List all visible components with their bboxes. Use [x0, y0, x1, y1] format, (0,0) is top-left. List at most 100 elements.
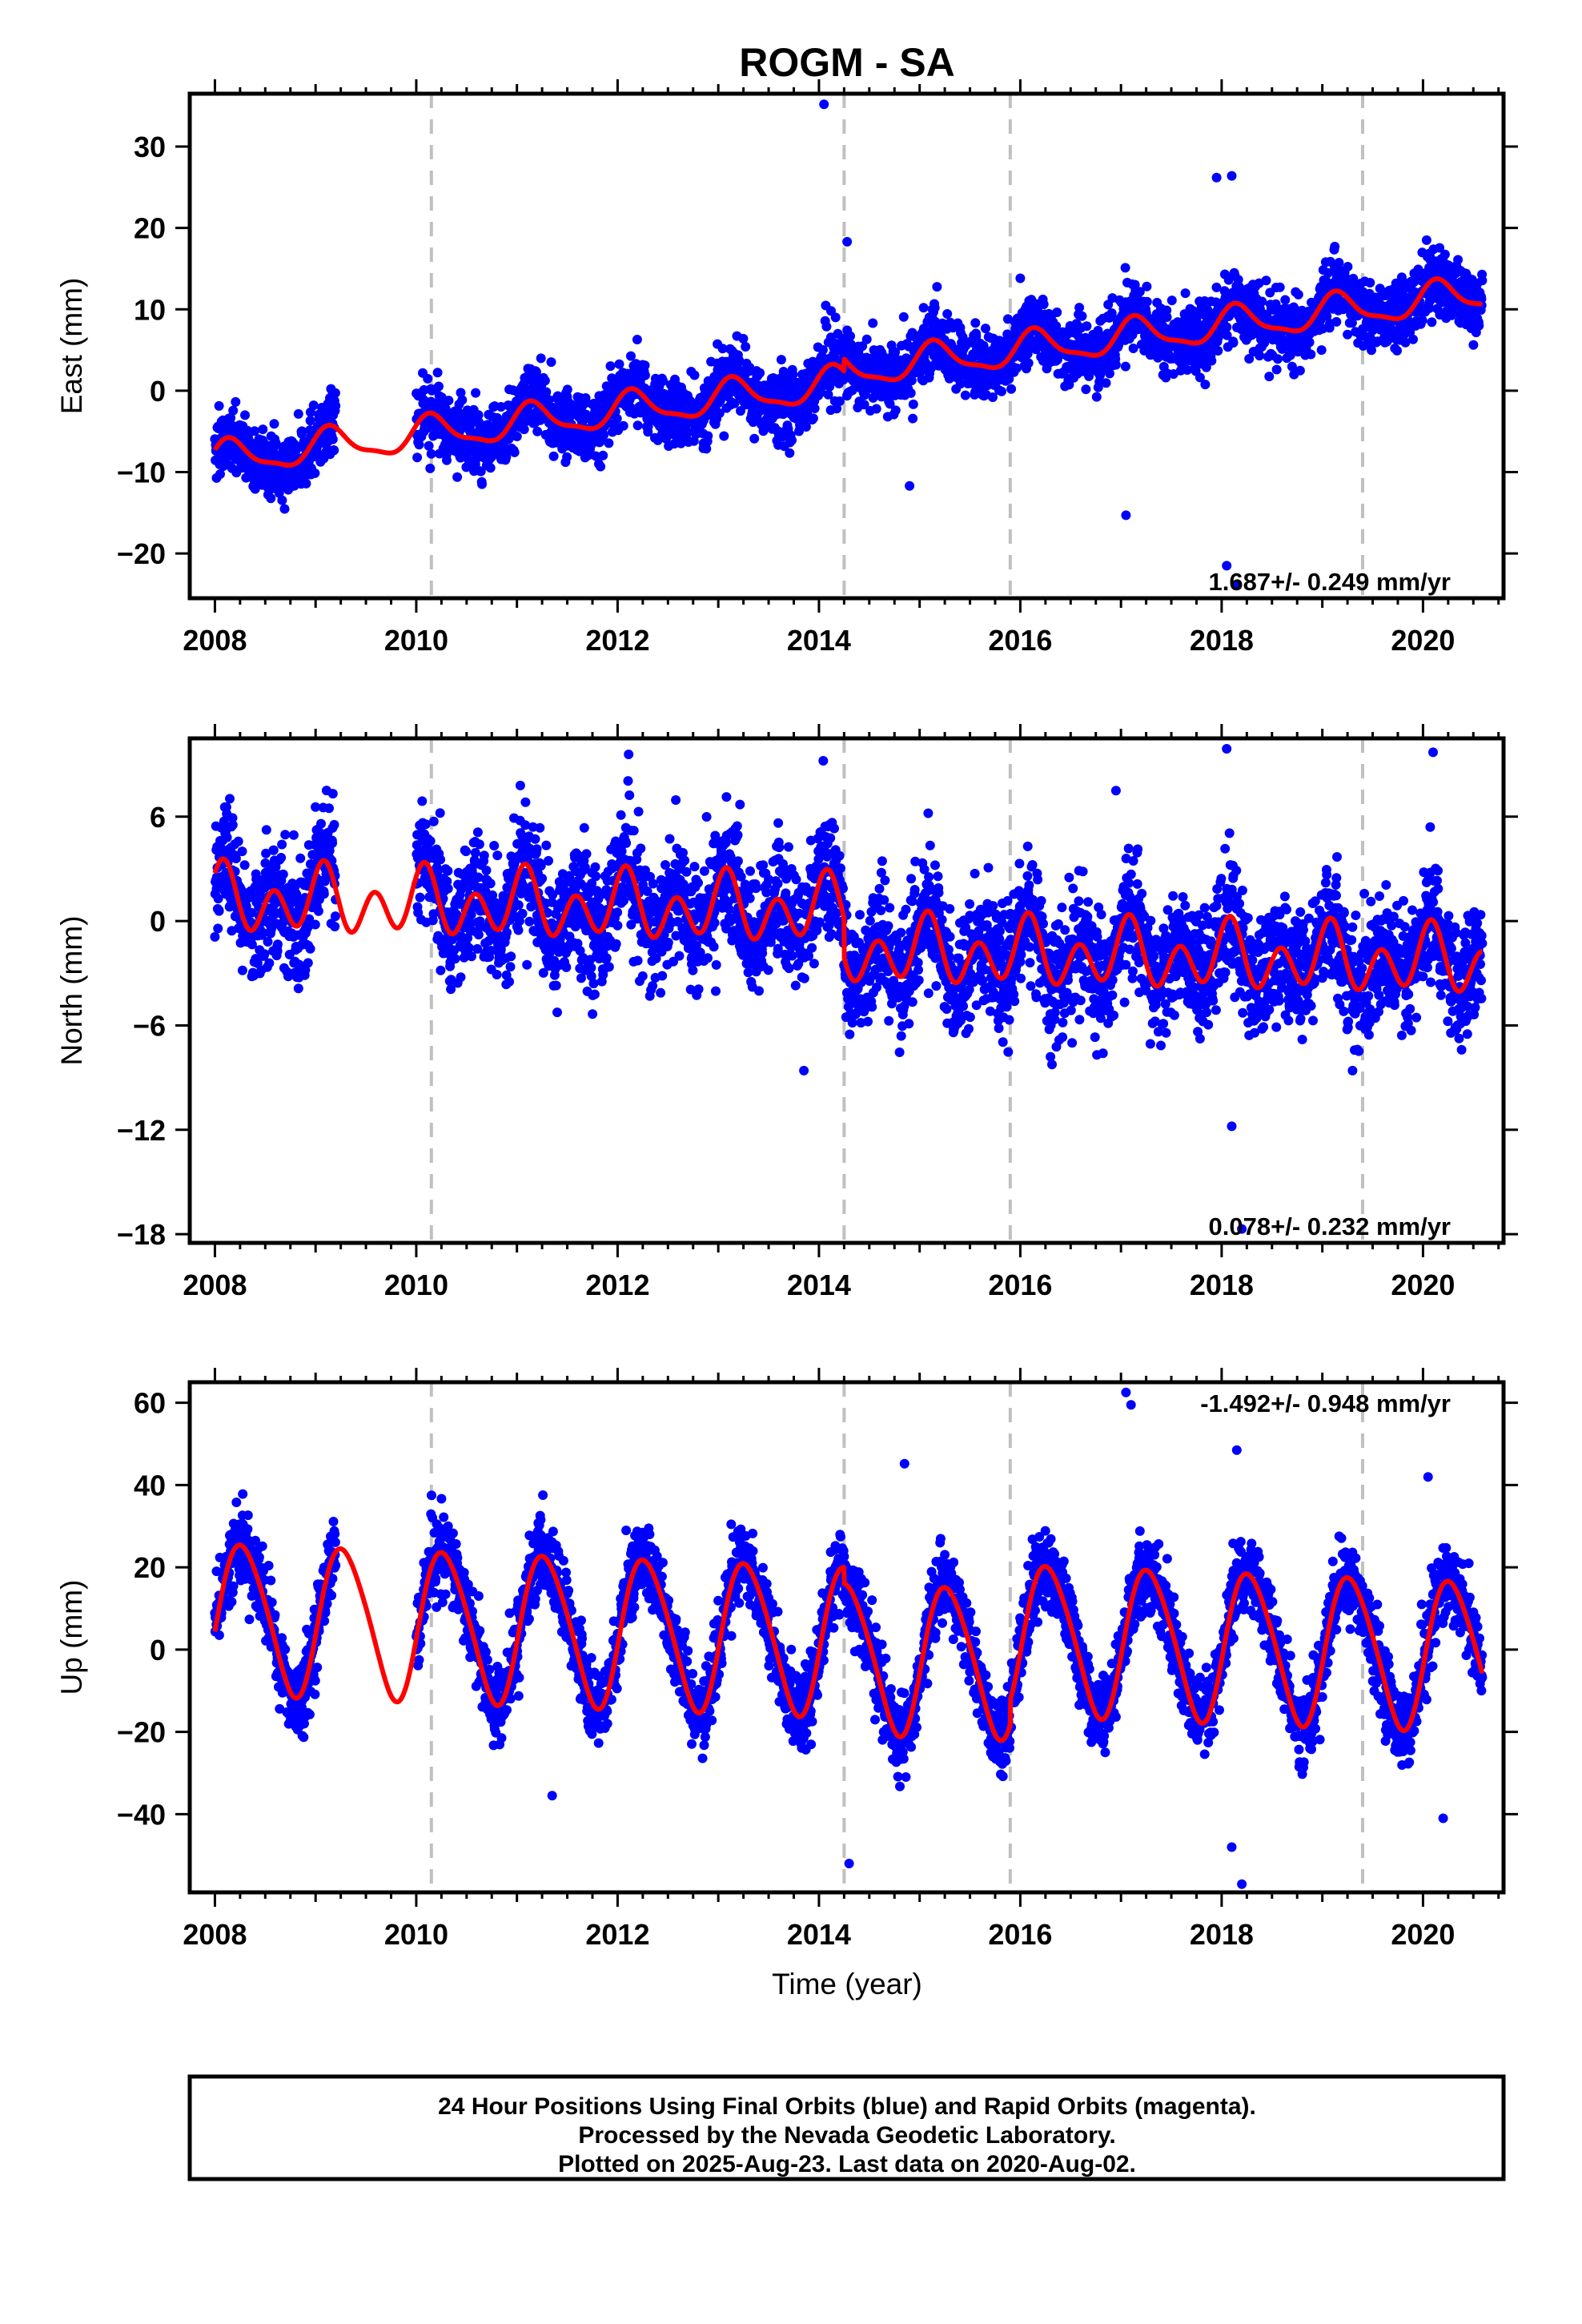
east-point [632, 420, 643, 431]
east-point [640, 370, 650, 380]
north-point [293, 983, 303, 994]
east-point [930, 303, 940, 313]
east-point [476, 466, 486, 476]
east-point [215, 469, 225, 479]
east-point [329, 445, 339, 456]
east-point [330, 388, 340, 398]
east-point [305, 416, 315, 426]
north-point [481, 865, 492, 875]
east-point [540, 376, 550, 386]
east-point [785, 448, 795, 458]
east-outlier-point [826, 306, 836, 316]
east-point [736, 406, 745, 416]
east-x-tick-label: 2014 [787, 624, 851, 657]
east-y-tick-label: 0 [150, 375, 166, 408]
north-point [489, 841, 500, 850]
east-point [908, 399, 918, 409]
east-point [598, 450, 608, 460]
east-point [1142, 296, 1152, 307]
north-point [213, 923, 223, 934]
east-point [277, 495, 287, 505]
east-observations [210, 99, 1488, 589]
east-point [1275, 282, 1285, 292]
east-point [226, 412, 236, 423]
east-point [1261, 275, 1271, 286]
north-point [456, 972, 466, 983]
east-point [776, 355, 786, 365]
east-point [960, 390, 970, 400]
east-point [1280, 295, 1291, 305]
east-point [452, 472, 463, 482]
east-point [658, 376, 669, 386]
east-point [424, 440, 434, 451]
east-point [714, 408, 725, 418]
north-point [329, 819, 339, 830]
chart-title: ROGM - SA [739, 40, 954, 85]
east-point [1295, 365, 1305, 376]
east-point [214, 400, 224, 411]
north-point [225, 794, 235, 804]
east-point [293, 408, 303, 419]
east-point [591, 451, 601, 461]
east-point [1038, 300, 1049, 309]
east-point [1074, 303, 1085, 313]
east-point [1306, 349, 1316, 360]
north-observations [210, 744, 1488, 1234]
east-point [1474, 320, 1484, 331]
east-point [612, 413, 622, 424]
north-point [214, 906, 224, 916]
north-point [280, 830, 291, 840]
east-point [1006, 384, 1017, 394]
north-point [264, 958, 275, 968]
east-x-tick-label: 2016 [988, 624, 1052, 657]
east-y-tick-label: 10 [134, 293, 166, 326]
east-point [297, 426, 307, 436]
east-point [614, 359, 624, 369]
east-point [861, 334, 872, 344]
east-point [1142, 281, 1152, 292]
east-point [1091, 392, 1102, 402]
east-point [1257, 296, 1267, 307]
east-point [1468, 340, 1479, 350]
east-y-tick-label: −20 [117, 537, 166, 570]
east-point [1120, 361, 1130, 372]
east-point [703, 431, 713, 441]
east-point [845, 331, 855, 341]
east-point [1101, 378, 1111, 388]
east-point [1421, 235, 1431, 245]
east-outlier-point [842, 236, 853, 247]
east-point [1453, 255, 1464, 265]
east-point [809, 404, 820, 413]
north-point [327, 789, 338, 799]
east-point [425, 463, 436, 473]
east-x-tick-label: 2008 [183, 624, 247, 657]
east-point [512, 432, 522, 441]
east-point [738, 333, 749, 344]
east-point [981, 324, 990, 334]
east-outlier-point [1227, 171, 1237, 181]
east-y-tick-label: 30 [134, 131, 166, 163]
east-point [1334, 258, 1344, 267]
east-point [1417, 316, 1427, 326]
north-point [233, 836, 243, 846]
north-point [327, 838, 338, 848]
north-point [259, 949, 270, 959]
east-point [626, 351, 636, 361]
north-point [268, 845, 279, 855]
east-point [734, 356, 745, 366]
north-point [436, 854, 446, 865]
north-point [319, 889, 329, 899]
east-point [471, 388, 481, 398]
east-x-tick-label: 2018 [1190, 624, 1254, 657]
east-point [1316, 345, 1327, 356]
east-y-tick-label: −10 [117, 456, 166, 489]
east-y-tick-label: 20 [134, 212, 166, 245]
east-point [997, 386, 1006, 396]
east-point [942, 309, 953, 319]
east-point [432, 368, 443, 378]
north-point [443, 866, 453, 876]
north-point [428, 816, 439, 826]
east-point [240, 410, 250, 420]
east-point [546, 357, 556, 368]
north-point [239, 860, 250, 870]
